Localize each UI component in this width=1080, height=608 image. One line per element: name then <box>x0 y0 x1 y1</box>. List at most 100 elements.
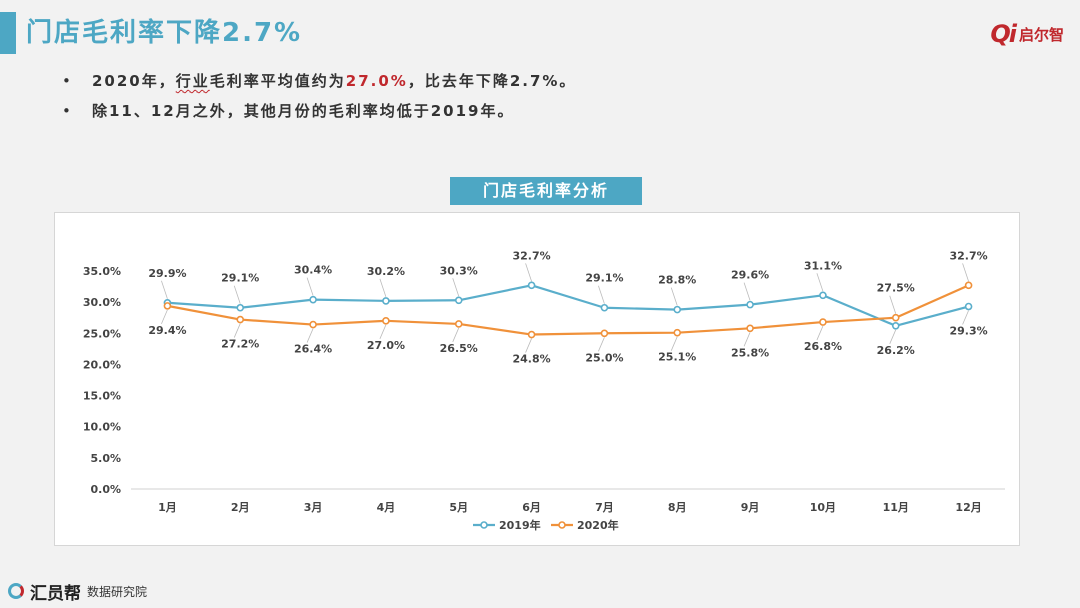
y-tick-label: 5.0% <box>90 452 121 465</box>
data-point <box>309 320 317 329</box>
data-label-leader <box>525 263 532 282</box>
bullet-item: • 除11、12月之外，其他月份的毛利率均低于2019年。 <box>62 96 576 126</box>
logo-text: 启尔智 <box>1018 25 1064 44</box>
data-label-leader <box>743 332 751 347</box>
data-label-leader <box>306 328 314 343</box>
data-label-leader <box>161 280 168 299</box>
data-label: 29.1% <box>585 272 623 285</box>
data-label: 25.8% <box>731 346 769 359</box>
data-label: 26.4% <box>294 343 332 356</box>
data-point <box>819 291 827 300</box>
data-label-leader <box>379 324 387 339</box>
data-label: 25.1% <box>658 351 696 364</box>
y-tick-label: 25.0% <box>83 327 121 340</box>
y-tick-label: 0.0% <box>90 483 121 496</box>
data-point <box>236 315 245 324</box>
legend-label: 2020年 <box>577 518 619 532</box>
data-point <box>891 313 900 322</box>
data-label: 31.1% <box>804 259 842 272</box>
x-tick-label: 9月 <box>741 501 760 514</box>
data-point <box>964 302 973 311</box>
x-tick-label: 7月 <box>595 501 614 514</box>
data-point <box>163 302 172 310</box>
logo-mark: Qi <box>990 20 1017 48</box>
data-label-leader <box>743 282 751 301</box>
data-label-leader <box>452 278 460 297</box>
data-label: 30.2% <box>367 265 405 278</box>
y-tick-label: 30.0% <box>83 296 121 309</box>
x-tick-label: 8月 <box>668 501 687 514</box>
y-tick-label: 35.0% <box>83 265 121 278</box>
data-point <box>673 305 682 314</box>
data-point <box>819 318 827 326</box>
data-point <box>454 320 463 328</box>
bullet-1-mid: 毛利率平均值约为 <box>209 72 346 90</box>
data-label: 24.8% <box>512 353 550 366</box>
data-label: 30.3% <box>440 264 478 277</box>
data-point <box>382 297 390 305</box>
source-text: 数据研究院 <box>87 584 148 599</box>
data-label-leader <box>889 329 897 344</box>
brand-logo: Qi 启尔智 <box>990 20 1064 48</box>
data-label: 29.4% <box>148 324 186 337</box>
series-line-2020 <box>167 284 970 336</box>
bullet-text-1: 2020年，行业毛利率平均值约为27.0%，比去年下降2.7%。 <box>92 66 576 96</box>
y-tick-label: 10.0% <box>83 421 121 434</box>
data-label: 26.2% <box>877 344 915 357</box>
series-line-2019 <box>167 284 969 327</box>
x-tick-label: 11月 <box>883 501 909 514</box>
x-tick-label: 3月 <box>304 501 323 514</box>
data-point <box>673 328 682 337</box>
data-label-leader <box>816 273 824 292</box>
legend-marker <box>558 521 566 529</box>
data-label-leader <box>233 323 241 338</box>
data-label-leader <box>161 309 168 325</box>
x-tick-label: 4月 <box>377 501 396 514</box>
bullet-text-2: 除11、12月之外，其他月份的毛利率均低于2019年。 <box>92 102 515 120</box>
data-label-leader <box>598 337 605 352</box>
data-point <box>600 303 609 312</box>
data-label-leader <box>962 263 969 282</box>
bullet-1-highlight: 27.0% <box>345 72 408 90</box>
data-label-leader <box>816 325 824 341</box>
data-label: 26.5% <box>440 342 478 355</box>
data-label: 27.2% <box>221 338 259 351</box>
data-label-leader <box>525 338 532 353</box>
x-tick-label: 12月 <box>955 501 981 514</box>
data-label: 29.6% <box>731 269 769 282</box>
data-label: 29.9% <box>148 267 186 280</box>
data-label-leader <box>233 285 241 304</box>
bullet-1-post: ，比去年下降2.7%。 <box>407 72 577 90</box>
x-tick-label: 6月 <box>522 501 541 514</box>
line-chart: 0.0% 5.0% 10.0% 15.0% 20.0% 25.0% 30.0% 35.0% 1月… <box>83 249 1005 532</box>
x-tick-label: 5月 <box>449 501 468 514</box>
bullet-marker: • <box>62 72 73 90</box>
source-brand: 汇员帮 <box>30 583 81 604</box>
data-label-leader <box>962 310 969 325</box>
data-point <box>309 295 317 304</box>
data-point <box>454 296 463 305</box>
bullet-1-underlined: 行业 <box>175 72 210 90</box>
data-label-leader <box>670 336 678 351</box>
legend-marker <box>480 521 488 529</box>
data-label-leader <box>598 285 605 304</box>
data-point <box>964 281 973 290</box>
data-label-leader <box>306 277 314 296</box>
data-point <box>527 281 536 290</box>
bullet-item: • 2020年，行业毛利率平均值约为27.0%，比去年下降2.7%。 <box>62 66 576 96</box>
data-label-leader <box>379 278 387 298</box>
page-title: 门店毛利率下降2.7% <box>26 18 303 48</box>
data-label-leader <box>670 287 678 306</box>
summary-bullets: • 2020年，行业毛利率平均值约为27.0%，比去年下降2.7%。 • 除11… <box>62 66 576 126</box>
data-label: 32.7% <box>512 249 550 262</box>
data-point <box>236 303 245 312</box>
x-tick-label: 2月 <box>231 501 250 514</box>
data-label: 27.5% <box>877 282 915 295</box>
data-point <box>382 317 390 325</box>
data-label: 25.0% <box>585 351 623 364</box>
y-tick-label: 20.0% <box>83 358 121 371</box>
y-tick-label: 15.0% <box>83 390 121 403</box>
bullet-1-pre: 2020年， <box>92 72 176 90</box>
data-label: 28.8% <box>658 274 696 287</box>
data-point <box>746 300 754 309</box>
